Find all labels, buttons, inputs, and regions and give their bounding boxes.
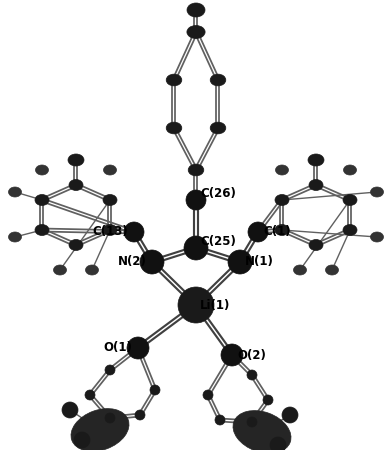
Ellipse shape (68, 154, 84, 166)
Ellipse shape (370, 187, 383, 197)
Ellipse shape (233, 410, 291, 450)
Text: C(25): C(25) (200, 235, 236, 248)
Circle shape (263, 395, 273, 405)
Ellipse shape (35, 225, 49, 235)
Ellipse shape (35, 194, 49, 206)
Circle shape (127, 337, 149, 359)
Circle shape (178, 287, 214, 323)
Ellipse shape (36, 165, 49, 175)
Ellipse shape (370, 232, 383, 242)
Ellipse shape (210, 122, 226, 134)
Ellipse shape (343, 194, 357, 206)
Ellipse shape (210, 74, 226, 86)
Ellipse shape (166, 122, 182, 134)
Circle shape (105, 365, 115, 375)
Circle shape (247, 370, 257, 380)
Text: O(2): O(2) (237, 348, 266, 361)
Circle shape (270, 437, 286, 450)
Ellipse shape (325, 265, 339, 275)
Circle shape (150, 385, 160, 395)
Ellipse shape (343, 225, 357, 235)
Ellipse shape (275, 194, 289, 206)
Circle shape (184, 236, 208, 260)
Circle shape (124, 222, 144, 242)
Circle shape (221, 344, 243, 366)
Text: C(26): C(26) (200, 187, 236, 200)
Ellipse shape (309, 180, 323, 190)
Circle shape (282, 407, 298, 423)
Ellipse shape (166, 74, 182, 86)
Ellipse shape (103, 165, 116, 175)
Ellipse shape (71, 409, 129, 450)
Circle shape (186, 190, 206, 210)
Ellipse shape (103, 225, 117, 235)
Text: Li(1): Li(1) (200, 298, 230, 311)
Ellipse shape (294, 265, 307, 275)
Ellipse shape (343, 165, 356, 175)
Ellipse shape (53, 265, 67, 275)
Ellipse shape (188, 164, 204, 176)
Text: C(13): C(13) (92, 225, 128, 238)
Text: O(1): O(1) (103, 342, 132, 355)
Circle shape (248, 222, 268, 242)
Circle shape (62, 402, 78, 418)
Circle shape (85, 390, 95, 400)
Circle shape (228, 250, 252, 274)
Text: C(1): C(1) (263, 225, 290, 238)
Ellipse shape (9, 232, 22, 242)
Circle shape (74, 432, 90, 448)
Ellipse shape (182, 293, 210, 317)
Ellipse shape (275, 225, 289, 235)
Ellipse shape (103, 194, 117, 206)
Ellipse shape (309, 239, 323, 251)
Circle shape (140, 250, 164, 274)
Circle shape (105, 413, 115, 423)
Circle shape (203, 390, 213, 400)
Ellipse shape (187, 26, 205, 39)
Circle shape (215, 415, 225, 425)
Ellipse shape (69, 180, 83, 190)
Text: N(2): N(2) (118, 256, 147, 269)
Ellipse shape (9, 187, 22, 197)
Ellipse shape (69, 239, 83, 251)
Ellipse shape (276, 165, 289, 175)
Circle shape (247, 417, 257, 427)
Text: N(1): N(1) (245, 256, 274, 269)
Ellipse shape (308, 154, 324, 166)
Ellipse shape (85, 265, 98, 275)
Ellipse shape (187, 3, 205, 17)
Circle shape (135, 410, 145, 420)
